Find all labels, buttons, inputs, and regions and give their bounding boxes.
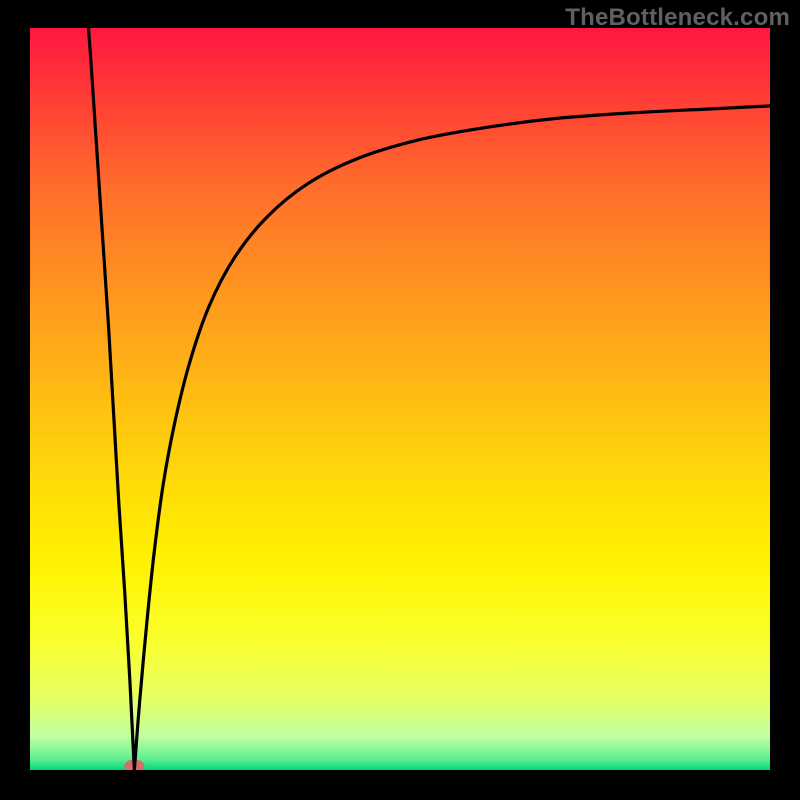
bottleneck-chart [0,0,800,800]
chart-container: { "watermark": { "text": "TheBottleneck.… [0,0,800,800]
watermark-text: TheBottleneck.com [565,4,790,32]
chart-background-gradient [30,28,770,770]
